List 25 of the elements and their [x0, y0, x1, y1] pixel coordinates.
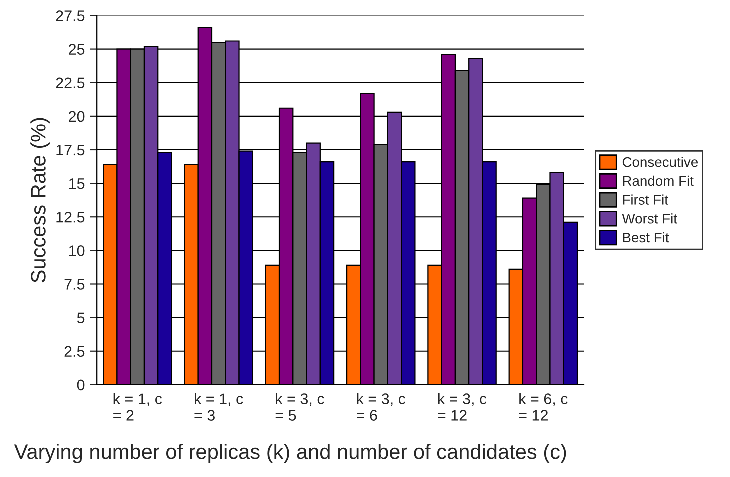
x-tick-label: k = 3, c = 5 [276, 393, 324, 421]
y-tick-label: 27.5 [56, 10, 85, 22]
y-tick-label: 5 [77, 312, 85, 324]
x-axis-title: Varying number of replicas (k) and number of candidates (c) [14, 444, 566, 464]
legend-label: Best Fit [623, 232, 670, 243]
x-tick-label: k = 1, c = 2 [114, 393, 162, 421]
legend-label: Random Fit [623, 176, 694, 186]
y-tick-label: 17.5 [56, 145, 85, 156]
y-tick-label: 22.5 [56, 78, 85, 89]
legend-label: First Fit [623, 194, 668, 205]
x-tick-label: k = 3, c = 12 [438, 393, 487, 421]
x-tick-label: k = 6, c = 12 [519, 393, 568, 421]
x-tick-label: k = 3, c = 6 [357, 393, 406, 421]
y-tick-label: 10 [69, 246, 85, 256]
y-axis-title: Success Rate (%) [30, 118, 50, 283]
legend-label: Worst Fit [622, 214, 678, 224]
y-tick-label: 25 [69, 44, 85, 55]
x-tick-label: k = 1, c = 3 [194, 393, 244, 421]
y-tick-label: 20 [69, 111, 85, 122]
y-tick-label: 2.5 [64, 346, 85, 358]
y-tick-label: 15 [69, 178, 85, 190]
y-tick-label: 12.5 [56, 212, 85, 223]
y-tick-label: 0 [77, 380, 85, 391]
y-tick-label: 7.5 [64, 279, 85, 290]
legend-label: Consecutive [622, 157, 698, 168]
